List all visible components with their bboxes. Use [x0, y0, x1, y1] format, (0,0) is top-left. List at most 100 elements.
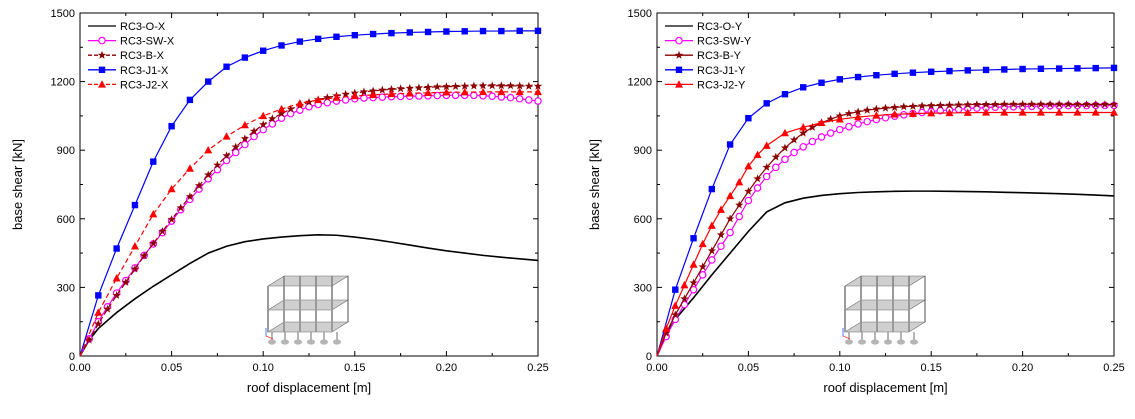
data-point: [763, 100, 770, 107]
data-point: [433, 91, 442, 100]
data-point: [424, 88, 433, 97]
data-point: [735, 200, 744, 209]
data-point: [1055, 108, 1064, 116]
data-point: [525, 96, 533, 104]
data-point: [899, 110, 908, 119]
data-point: [1045, 99, 1055, 108]
data-point: [817, 118, 826, 126]
data-point: [762, 172, 771, 181]
data-point: [936, 100, 945, 109]
data-point: [708, 256, 716, 264]
data-point: [753, 174, 762, 183]
legend-label: RC3-J1-X: [120, 65, 169, 77]
data-point: [835, 115, 844, 123]
legend-marker: [675, 80, 683, 88]
data-point: [451, 91, 460, 100]
data-point: [277, 109, 286, 118]
data-point: [323, 93, 332, 102]
data-point: [1073, 100, 1082, 109]
data-point: [818, 79, 825, 86]
data-point: [680, 280, 689, 289]
data-point: [378, 85, 387, 94]
data-point: [780, 128, 789, 137]
data-point: [671, 310, 680, 319]
data-point: [314, 35, 322, 43]
data-point: [131, 201, 139, 209]
data-point: [259, 125, 268, 134]
data-point: [946, 67, 953, 75]
x-tick-label: 0.15: [920, 362, 941, 374]
data-point: [854, 73, 862, 81]
data-point: [516, 27, 523, 35]
data-point: [277, 104, 286, 113]
data-point: [826, 129, 835, 137]
legend: RC3-O-X RC3-SW-X RC3-B-X RC3-J1-X RC3-J2-X: [88, 21, 175, 91]
y-tick-label: 0: [646, 351, 652, 363]
data-point: [406, 29, 413, 36]
data-point: [149, 239, 158, 248]
data-point: [799, 142, 808, 151]
x-tick-label: 0.20: [1012, 362, 1033, 374]
data-point: [460, 87, 469, 96]
x-tick-label: 0.15: [344, 362, 365, 374]
data-point: [241, 54, 249, 61]
data-point: [533, 81, 543, 90]
data-point: [84, 335, 94, 344]
legend: RC3-O-Y RC3-SW-Y RC3-B-Y RC3-J1-Y RC3-J2-Y: [665, 21, 752, 91]
data-point: [295, 99, 304, 107]
data-point: [899, 102, 908, 111]
data-point: [205, 78, 212, 85]
series-line: [79, 94, 539, 357]
data-point: [954, 105, 963, 114]
data-point: [698, 262, 707, 271]
data-point: [808, 137, 817, 146]
data-point: [873, 71, 880, 79]
data-point: [1000, 108, 1009, 116]
data-point: [168, 122, 175, 130]
data-point: [250, 132, 258, 141]
data-point: [1092, 64, 1099, 72]
data-point: [781, 155, 789, 164]
data-point: [223, 63, 230, 70]
data-point: [1027, 99, 1036, 108]
data-point: [982, 66, 990, 74]
data-point: [423, 82, 433, 91]
series-RC3-O-Y: [656, 190, 1115, 357]
data-point: [277, 114, 286, 122]
data-point: [716, 230, 726, 239]
data-point: [296, 38, 304, 45]
data-point: [94, 308, 103, 316]
y-axis-title: base shear [kN]: [10, 139, 25, 230]
data-point: [479, 27, 487, 35]
data-point: [808, 122, 817, 131]
data-point: [112, 274, 121, 282]
data-point: [927, 108, 936, 117]
data-point: [745, 114, 752, 122]
data-point: [1009, 99, 1018, 108]
data-point: [908, 109, 917, 117]
data-point: [1018, 99, 1027, 108]
data-point: [460, 81, 469, 90]
data-point: [844, 109, 854, 118]
data-point: [1036, 108, 1045, 116]
data-point: [240, 134, 250, 143]
data-point: [1055, 65, 1063, 72]
data-point: [506, 81, 515, 90]
data-point: [735, 212, 744, 221]
series-line: [656, 67, 1115, 357]
building-frame-inset-1: [265, 275, 350, 345]
data-point: [341, 96, 350, 104]
series-RC3-J2-Y: [656, 108, 1118, 357]
series-RC3-SW-Y: [656, 101, 1118, 357]
data-point: [112, 291, 121, 299]
series-RC3-J1-X: [79, 27, 542, 357]
y-tick-label: 300: [57, 282, 75, 294]
data-point: [1110, 108, 1118, 116]
legend-label: RC3-J1-Y: [697, 65, 746, 77]
data-point: [314, 95, 323, 104]
data-point: [368, 86, 378, 95]
data-point: [332, 93, 341, 101]
data-point: [414, 83, 424, 92]
data-point: [387, 89, 396, 98]
